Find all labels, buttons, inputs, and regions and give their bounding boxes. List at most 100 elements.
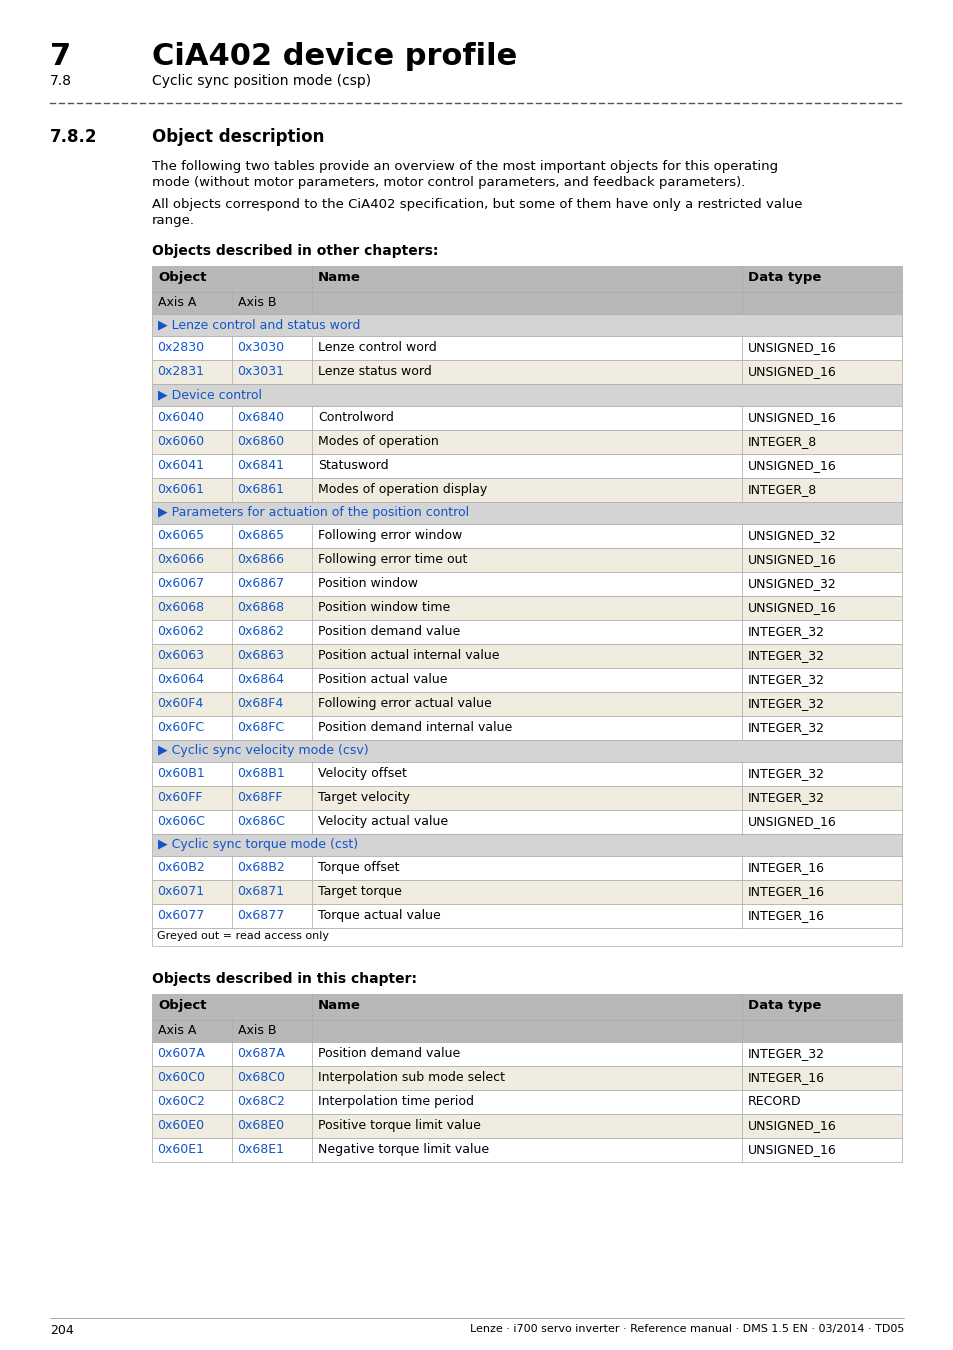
Bar xyxy=(152,360,901,383)
Text: 0x606C: 0x606C xyxy=(157,815,205,828)
Bar xyxy=(152,856,901,880)
Bar xyxy=(152,716,901,740)
Text: 0x6862: 0x6862 xyxy=(236,625,284,639)
Text: INTEGER_16: INTEGER_16 xyxy=(747,909,824,922)
Text: Object description: Object description xyxy=(152,128,324,146)
Text: 204: 204 xyxy=(50,1324,73,1336)
Text: INTEGER_32: INTEGER_32 xyxy=(747,767,824,780)
Text: 0x6060: 0x6060 xyxy=(157,435,204,448)
Text: Position demand internal value: Position demand internal value xyxy=(317,721,512,734)
Text: range.: range. xyxy=(152,215,194,227)
Text: 0x6866: 0x6866 xyxy=(236,554,284,566)
Text: 0x687A: 0x687A xyxy=(236,1048,284,1060)
Text: Position actual internal value: Position actual internal value xyxy=(317,649,499,662)
Text: RECORD: RECORD xyxy=(747,1095,801,1108)
Text: 0x68C0: 0x68C0 xyxy=(236,1071,285,1084)
Text: Lenze control word: Lenze control word xyxy=(317,342,436,354)
Text: ▶ Parameters for actuation of the position control: ▶ Parameters for actuation of the positi… xyxy=(158,506,469,518)
Text: UNSIGNED_16: UNSIGNED_16 xyxy=(747,815,836,828)
Text: INTEGER_32: INTEGER_32 xyxy=(747,791,824,805)
Text: 0x60B2: 0x60B2 xyxy=(157,861,205,873)
Bar xyxy=(152,406,901,431)
Bar xyxy=(152,810,901,834)
Text: 0x6871: 0x6871 xyxy=(236,886,284,898)
Bar xyxy=(152,292,901,315)
Text: 0x3030: 0x3030 xyxy=(236,342,284,354)
Text: 0x6840: 0x6840 xyxy=(236,410,284,424)
Bar xyxy=(152,595,901,620)
Text: CiA402 device profile: CiA402 device profile xyxy=(152,42,517,72)
Text: 0x6041: 0x6041 xyxy=(157,459,204,472)
Text: 0x60F4: 0x60F4 xyxy=(157,697,203,710)
Text: 0x60FF: 0x60FF xyxy=(157,791,202,805)
Text: 0x6062: 0x6062 xyxy=(157,625,204,639)
Text: Objects described in other chapters:: Objects described in other chapters: xyxy=(152,244,438,258)
Text: 0x6040: 0x6040 xyxy=(157,410,204,424)
Bar xyxy=(152,266,901,292)
Text: Object: Object xyxy=(158,271,206,284)
Text: Axis B: Axis B xyxy=(237,1025,276,1037)
Text: Target velocity: Target velocity xyxy=(317,791,410,805)
Text: 0x6841: 0x6841 xyxy=(236,459,284,472)
Text: 0x6864: 0x6864 xyxy=(236,674,284,686)
Text: ▶ Device control: ▶ Device control xyxy=(158,387,262,401)
Text: 0x68FC: 0x68FC xyxy=(236,721,284,734)
Bar xyxy=(152,927,901,946)
Bar xyxy=(152,994,901,1021)
Bar xyxy=(152,1042,901,1066)
Bar xyxy=(152,904,901,927)
Bar xyxy=(152,1066,901,1089)
Text: UNSIGNED_16: UNSIGNED_16 xyxy=(747,554,836,566)
Text: Following error actual value: Following error actual value xyxy=(317,697,491,710)
Text: 0x6077: 0x6077 xyxy=(157,909,204,922)
Bar xyxy=(152,1021,901,1042)
Text: Position demand value: Position demand value xyxy=(317,1048,459,1060)
Text: 0x68FF: 0x68FF xyxy=(236,791,282,805)
Text: Target torque: Target torque xyxy=(317,886,401,898)
Text: INTEGER_32: INTEGER_32 xyxy=(747,697,824,710)
Text: INTEGER_8: INTEGER_8 xyxy=(747,435,817,448)
Text: 0x6868: 0x6868 xyxy=(236,601,284,614)
Bar xyxy=(152,740,901,761)
Text: 0x607A: 0x607A xyxy=(157,1048,205,1060)
Text: ▶ Cyclic sync velocity mode (csv): ▶ Cyclic sync velocity mode (csv) xyxy=(158,744,368,757)
Text: UNSIGNED_32: UNSIGNED_32 xyxy=(747,576,836,590)
Text: Modes of operation display: Modes of operation display xyxy=(317,483,487,495)
Bar xyxy=(152,761,901,786)
Bar xyxy=(152,454,901,478)
Text: 0x6860: 0x6860 xyxy=(236,435,284,448)
Text: Positive torque limit value: Positive torque limit value xyxy=(317,1119,480,1133)
Bar xyxy=(152,524,901,548)
Text: 7.8.2: 7.8.2 xyxy=(50,128,97,146)
Text: Interpolation time period: Interpolation time period xyxy=(317,1095,474,1108)
Text: Cyclic sync position mode (csp): Cyclic sync position mode (csp) xyxy=(152,74,371,88)
Text: Object: Object xyxy=(158,999,206,1012)
Text: 0x6863: 0x6863 xyxy=(236,649,284,662)
Text: Name: Name xyxy=(317,271,360,284)
Text: mode (without motor parameters, motor control parameters, and feedback parameter: mode (without motor parameters, motor co… xyxy=(152,176,744,189)
Text: INTEGER_32: INTEGER_32 xyxy=(747,625,824,639)
Text: Following error window: Following error window xyxy=(317,529,462,541)
Text: Velocity actual value: Velocity actual value xyxy=(317,815,448,828)
Text: Position window: Position window xyxy=(317,576,417,590)
Text: 0x6861: 0x6861 xyxy=(236,483,284,495)
Bar xyxy=(152,1114,901,1138)
Text: Axis A: Axis A xyxy=(158,296,196,309)
Text: ▶ Cyclic sync torque mode (cst): ▶ Cyclic sync torque mode (cst) xyxy=(158,838,357,850)
Text: UNSIGNED_16: UNSIGNED_16 xyxy=(747,410,836,424)
Bar xyxy=(152,502,901,524)
Text: Data type: Data type xyxy=(747,999,821,1012)
Text: 0x6066: 0x6066 xyxy=(157,554,204,566)
Text: INTEGER_32: INTEGER_32 xyxy=(747,721,824,734)
Bar xyxy=(152,1138,901,1162)
Text: 0x60C0: 0x60C0 xyxy=(157,1071,205,1084)
Text: UNSIGNED_16: UNSIGNED_16 xyxy=(747,459,836,472)
Bar xyxy=(152,620,901,644)
Text: Statusword: Statusword xyxy=(317,459,388,472)
Text: INTEGER_16: INTEGER_16 xyxy=(747,886,824,898)
Text: INTEGER_32: INTEGER_32 xyxy=(747,1048,824,1060)
Bar xyxy=(152,478,901,502)
Bar xyxy=(152,668,901,693)
Text: Position actual value: Position actual value xyxy=(317,674,447,686)
Text: Torque actual value: Torque actual value xyxy=(317,909,440,922)
